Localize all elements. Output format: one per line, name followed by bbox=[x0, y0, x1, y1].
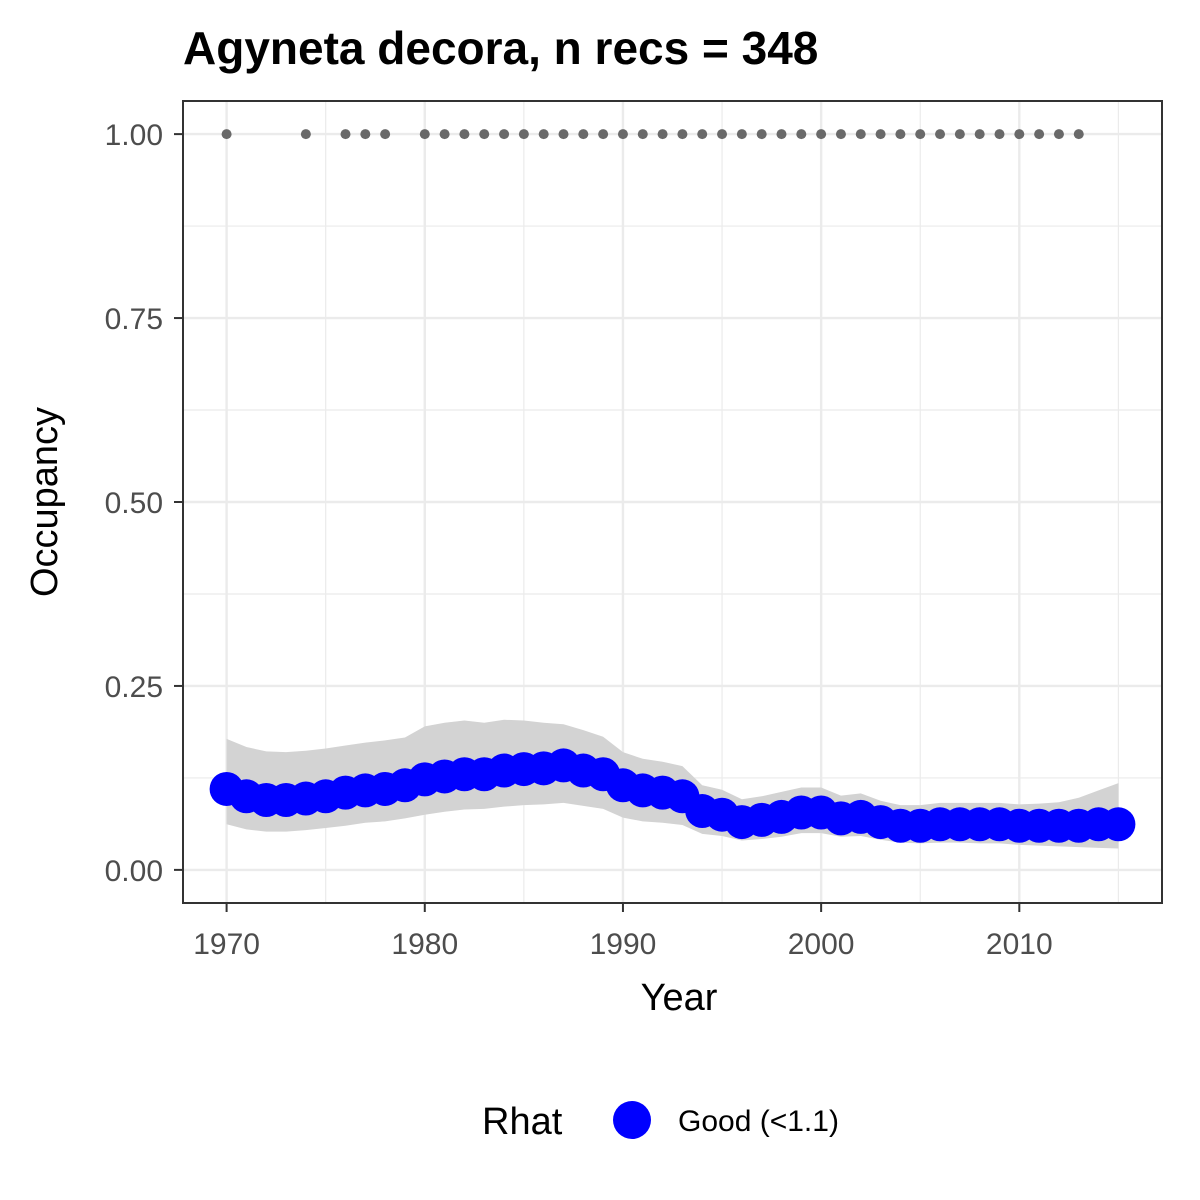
legend-label-good: Good (<1.1) bbox=[678, 1105, 839, 1138]
record-point-1996 bbox=[736, 129, 747, 140]
record-point-1981 bbox=[439, 129, 450, 140]
record-point-1980 bbox=[419, 129, 430, 140]
record-point-2005 bbox=[915, 129, 926, 140]
x-tick-label-4: 2010 bbox=[986, 928, 1053, 961]
record-point-1989 bbox=[598, 129, 609, 140]
legend: Rhat Good (<1.1) bbox=[482, 1101, 839, 1143]
record-point-1990 bbox=[617, 129, 628, 140]
x-axis-title: Year bbox=[641, 977, 718, 1019]
record-point-1984 bbox=[499, 129, 510, 140]
y-tick-label-1: 0.25 bbox=[105, 671, 163, 704]
x-tick-label-2: 1990 bbox=[590, 928, 657, 961]
record-point-1993 bbox=[677, 129, 688, 140]
record-point-2006 bbox=[935, 129, 946, 140]
record-point-1997 bbox=[756, 129, 767, 140]
occupancy-points-layer bbox=[209, 748, 1136, 843]
x-axis: 1970 1980 1990 2000 2010 bbox=[193, 903, 1053, 961]
record-point-1995 bbox=[717, 129, 728, 140]
record-point-1999 bbox=[796, 129, 807, 140]
record-point-1977 bbox=[360, 129, 371, 140]
record-point-2004 bbox=[895, 129, 906, 140]
record-point-2010 bbox=[1014, 129, 1025, 140]
record-point-2012 bbox=[1053, 129, 1064, 140]
record-point-1998 bbox=[776, 129, 787, 140]
x-tick-label-3: 2000 bbox=[788, 928, 855, 961]
record-point-2013 bbox=[1073, 129, 1084, 140]
record-point-1987 bbox=[558, 129, 569, 140]
record-point-1988 bbox=[578, 129, 589, 140]
record-point-1970 bbox=[221, 129, 232, 140]
record-point-2003 bbox=[875, 129, 886, 140]
record-point-1992 bbox=[657, 129, 668, 140]
y-tick-label-2: 0.50 bbox=[105, 487, 163, 520]
record-point-1974 bbox=[300, 129, 311, 140]
y-axis: 0.00 0.25 0.50 0.75 1.00 bbox=[105, 119, 183, 888]
record-point-1978 bbox=[380, 129, 391, 140]
record-point-2000 bbox=[816, 129, 827, 140]
record-point-2011 bbox=[1034, 129, 1045, 140]
record-points-layer bbox=[221, 129, 1084, 140]
record-point-2008 bbox=[974, 129, 985, 140]
record-point-1991 bbox=[637, 129, 648, 140]
x-tick-label-1: 1980 bbox=[391, 928, 458, 961]
y-tick-label-3: 0.75 bbox=[105, 303, 163, 336]
record-point-1982 bbox=[459, 129, 470, 140]
record-point-1985 bbox=[518, 129, 529, 140]
legend-title: Rhat bbox=[482, 1101, 563, 1143]
y-tick-label-0: 0.00 bbox=[105, 855, 163, 888]
chart-title: Agyneta decora, n recs = 348 bbox=[183, 22, 818, 74]
record-point-1983 bbox=[479, 129, 490, 140]
record-point-1976 bbox=[340, 129, 351, 140]
record-point-2001 bbox=[835, 129, 846, 140]
occupancy-point-2015 bbox=[1101, 807, 1136, 842]
record-point-2009 bbox=[994, 129, 1005, 140]
y-axis-title: Occupancy bbox=[24, 407, 66, 597]
record-point-1994 bbox=[697, 129, 708, 140]
record-point-2007 bbox=[954, 129, 965, 140]
legend-key-good bbox=[613, 1101, 651, 1139]
record-point-1986 bbox=[538, 129, 549, 140]
x-tick-label-0: 1970 bbox=[193, 928, 260, 961]
y-tick-label-4: 1.00 bbox=[105, 119, 163, 152]
record-point-2002 bbox=[855, 129, 866, 140]
